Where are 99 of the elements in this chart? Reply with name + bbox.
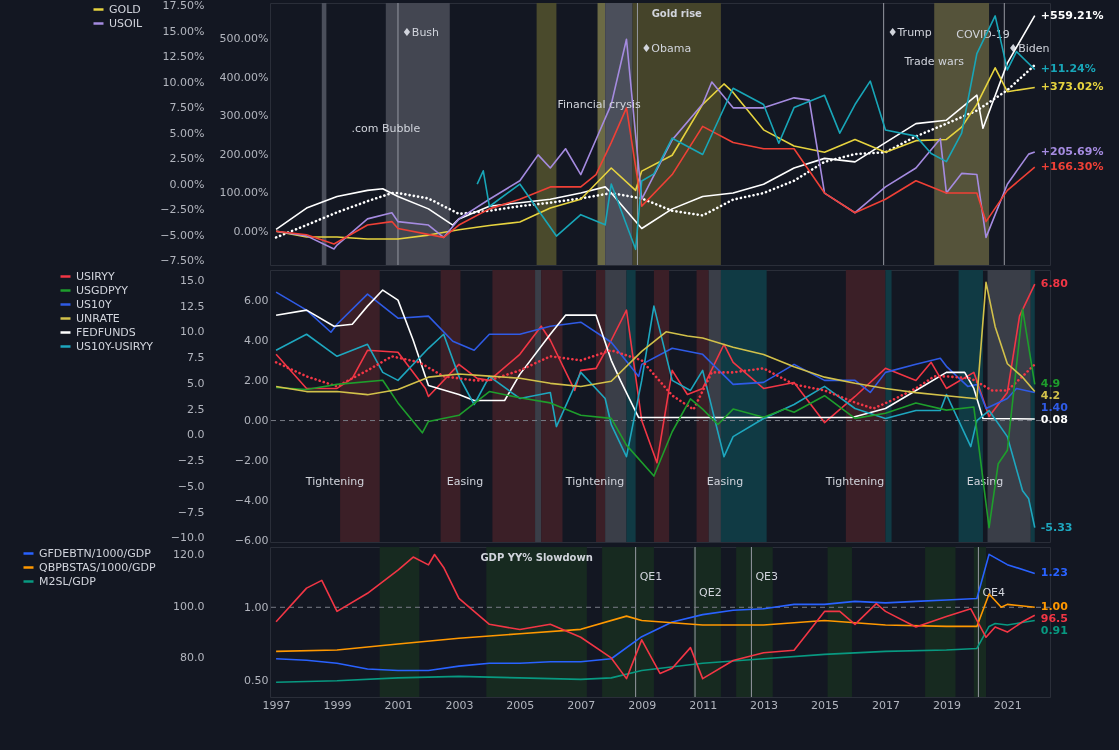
legend-label: UNRATE xyxy=(76,311,120,325)
data-label: 6.80 xyxy=(1040,277,1069,291)
legend-label: USGDPYY xyxy=(76,283,129,297)
annotation: Easing xyxy=(966,475,1004,488)
legend-label: M2SL/GDP xyxy=(39,574,97,588)
legend-label: US10Y-USIRYY xyxy=(76,339,154,353)
legend-label: QBPBSTAS/1000/GDP xyxy=(39,560,156,574)
annotation: Trade wars xyxy=(903,55,965,69)
x-tick-label: 2001 xyxy=(384,698,413,712)
line-series xyxy=(275,619,1036,684)
y-tick-label: 2.00 xyxy=(244,373,269,387)
data-label: 1.23 xyxy=(1040,566,1068,580)
x-tick-label: 2009 xyxy=(628,698,657,712)
annotation: Tightening xyxy=(304,475,365,488)
line-series xyxy=(275,283,1036,464)
line-series xyxy=(275,281,1036,400)
ref-line-label: QE1 xyxy=(639,570,663,583)
data-label: 1.00 xyxy=(1040,600,1069,614)
ref-line-label: ♦Trump xyxy=(887,26,932,39)
data-label: -5.33 xyxy=(1040,520,1073,534)
ref-line-label: QE4 xyxy=(982,586,1006,599)
legend-label: USIRYY xyxy=(76,269,115,283)
y2-tick-label: −10.0 xyxy=(170,531,205,545)
y-tick-label: 200.00% xyxy=(219,147,269,161)
y-tick-label: −2.00 xyxy=(234,454,269,468)
x-tick-label: 2007 xyxy=(567,698,596,712)
y2-tick-label: 0.00% xyxy=(169,177,205,191)
y2-tick-label: 80.0 xyxy=(180,651,205,665)
x-tick-label: 2011 xyxy=(689,698,718,712)
y2-tick-label: −5.0 xyxy=(177,479,205,493)
y2-tick-label: −7.5 xyxy=(177,505,205,519)
ref-line-label: ♦Obama xyxy=(641,42,692,55)
legend-label: USOIL xyxy=(109,16,143,30)
band-label: Gold rise xyxy=(651,8,703,19)
x-tick-label: 2019 xyxy=(932,698,961,712)
y-tick-label: 1.00 xyxy=(244,600,269,614)
y-tick-label: 300.00% xyxy=(219,109,269,123)
y2-tick-label: 7.50% xyxy=(169,101,205,115)
y-tick-label: 6.00 xyxy=(244,293,269,307)
annotation: Tightening xyxy=(564,475,625,488)
y-tick-label: 4.00 xyxy=(244,333,269,347)
y2-tick-label: 12.5 xyxy=(180,299,205,313)
y2-tick-label: −2.50% xyxy=(160,203,205,217)
y-tick-label: 100.00% xyxy=(219,186,269,200)
ref-line-label: QE3 xyxy=(755,570,779,583)
y2-tick-label: 15.0 xyxy=(180,273,205,287)
legend-label: GFDEBTN/1000/GDP xyxy=(39,546,152,560)
x-tick-label: 2013 xyxy=(750,698,779,712)
ref-line-label: ♦Bush xyxy=(401,26,440,39)
annotation: .com Bubble xyxy=(351,122,421,136)
y2-tick-label: 5.00% xyxy=(169,126,205,140)
y2-tick-label: 2.50% xyxy=(169,152,205,166)
legend-label: FEDFUNDS xyxy=(76,325,136,339)
data-label: +373.02% xyxy=(1040,80,1104,94)
y2-tick-label: 10.0 xyxy=(180,325,205,339)
data-label: 0.91 xyxy=(1040,624,1068,638)
y2-tick-label: 10.00% xyxy=(162,75,205,89)
y2-tick-label: 17.50% xyxy=(162,0,205,13)
y2-tick-label: 7.5 xyxy=(187,351,205,365)
y-tick-label: 0.00% xyxy=(233,224,269,238)
y2-tick-label: 100.0 xyxy=(173,599,205,613)
y2-tick-label: −5.00% xyxy=(160,228,205,242)
y-tick-label: 0.50 xyxy=(244,674,269,688)
data-label: 4.2 xyxy=(1040,389,1061,403)
data-label: 96.5 xyxy=(1040,612,1068,626)
y-tick-label: 400.00% xyxy=(219,70,269,84)
x-tick-label: 1997 xyxy=(262,698,291,712)
x-tick-label: 2005 xyxy=(506,698,535,712)
data-label: +11.24% xyxy=(1040,62,1096,76)
x-tick-label: 2017 xyxy=(871,698,900,712)
data-label: 0.08 xyxy=(1040,413,1068,427)
legend-label: GOLD xyxy=(109,2,141,16)
data-label: 1.40 xyxy=(1040,401,1069,415)
y-tick-label: 0.00 xyxy=(244,414,269,428)
data-label: 4.9 xyxy=(1040,377,1061,391)
y2-tick-label: 0.0 xyxy=(187,428,205,442)
annotation: Easing xyxy=(706,475,744,488)
y2-tick-label: 2.5 xyxy=(187,402,205,416)
y2-tick-label: 15.00% xyxy=(162,24,205,38)
data-label: +559.21% xyxy=(1040,8,1104,22)
annotation: Easing xyxy=(446,475,484,488)
y2-tick-label: −7.50% xyxy=(160,254,205,268)
y2-tick-label: 12.50% xyxy=(162,50,205,64)
legend-label: US10Y xyxy=(76,297,113,311)
y2-tick-label: −2.5 xyxy=(177,454,205,468)
ref-line-label: QE2 xyxy=(699,586,722,599)
band-label: GDP YY% Slowdown xyxy=(480,552,593,563)
x-tick-label: 2015 xyxy=(811,698,840,712)
x-tick-label: 2003 xyxy=(445,698,474,712)
y2-tick-label: 120.0 xyxy=(173,548,205,561)
y-tick-label: 500.00% xyxy=(219,31,269,45)
y-tick-label: −6.00 xyxy=(234,534,269,548)
annotation: Tightening xyxy=(824,475,885,488)
x-tick-label: 2021 xyxy=(993,698,1022,712)
data-label: +205.69% xyxy=(1040,144,1104,158)
y-tick-label: −4.00 xyxy=(234,494,269,508)
y2-tick-label: 5.0 xyxy=(187,376,205,390)
x-tick-label: 1999 xyxy=(323,698,352,712)
data-label: +166.30% xyxy=(1040,160,1104,174)
